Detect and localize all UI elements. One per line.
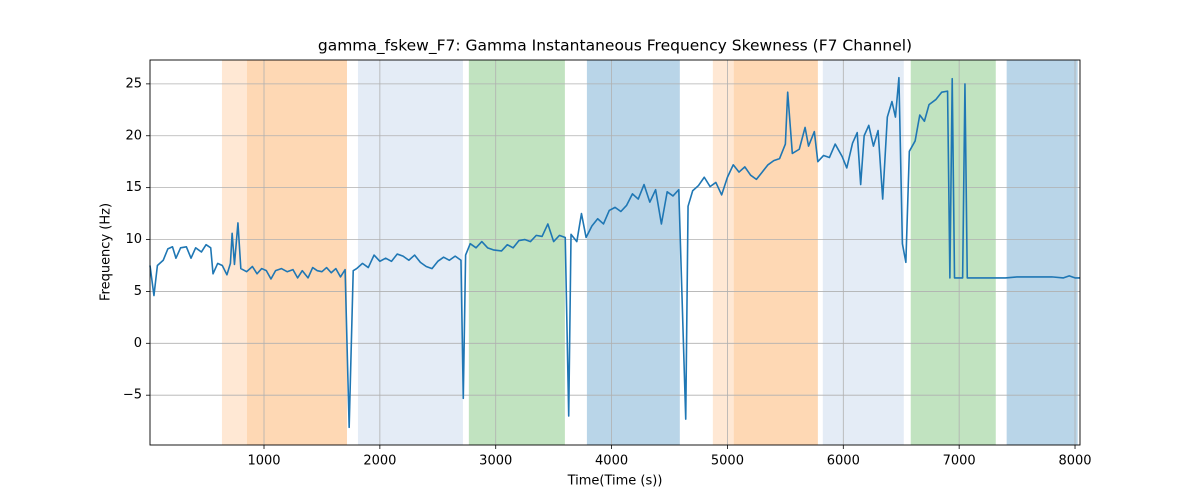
shaded-span [822, 60, 904, 445]
shaded-span [733, 60, 818, 445]
y-tick-label: 15 [125, 180, 142, 195]
x-tick-label: 8000 [1058, 454, 1091, 469]
y-tick-label: −5 [123, 388, 142, 403]
shaded-span [246, 60, 347, 445]
y-axis-label: Frequency (Hz) [99, 203, 114, 301]
x-tick-label: 2000 [363, 454, 396, 469]
y-tick-label: 20 [125, 128, 142, 143]
x-tick-label: 4000 [595, 454, 628, 469]
x-axis-label: Time(Time (s)) [567, 474, 663, 489]
y-tick-label: 0 [134, 336, 142, 351]
x-tick-label: 3000 [479, 454, 512, 469]
y-tick-label: 5 [134, 284, 142, 299]
shaded-span [1006, 60, 1078, 445]
x-tick-label: 6000 [827, 454, 860, 469]
data-line [149, 76, 1080, 429]
shaded-span [586, 60, 680, 445]
y-tick-label: 10 [125, 232, 142, 247]
plot-frame [149, 59, 1081, 446]
x-tick-label: 7000 [943, 454, 976, 469]
y-tick-label: 25 [125, 76, 142, 91]
shaded-span [468, 60, 565, 445]
shaded-span [357, 60, 463, 445]
x-tick-label: 1000 [247, 454, 280, 469]
chart-title: gamma_fskew_F7: Gamma Instantaneous Freq… [318, 37, 912, 56]
x-tick-label: 5000 [711, 454, 744, 469]
